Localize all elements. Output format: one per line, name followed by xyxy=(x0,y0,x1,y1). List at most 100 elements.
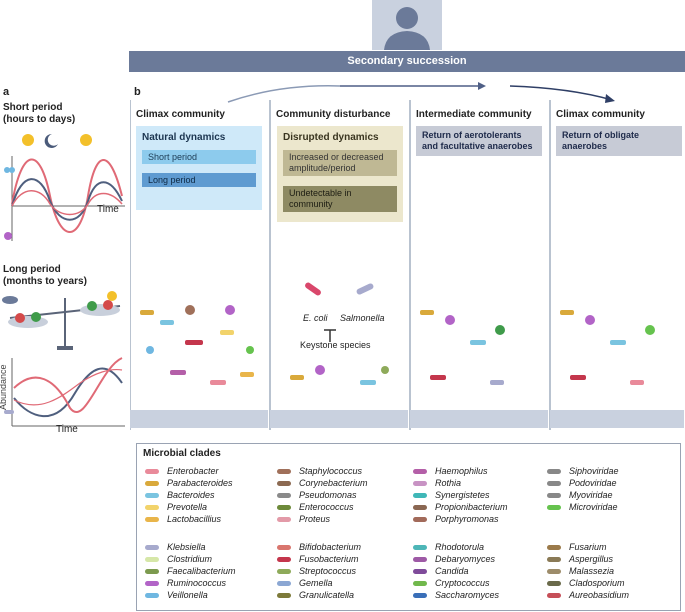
legend-swatch xyxy=(413,493,427,498)
legend-item: Cladosporium xyxy=(569,578,625,588)
legend-item: Streptococcus xyxy=(299,566,357,576)
legend-item: Clostridium xyxy=(167,554,213,564)
legend-swatch xyxy=(145,569,159,574)
succession-arrows xyxy=(227,82,615,103)
legend-item: Ruminococcus xyxy=(167,578,227,588)
undetectable-pill: Undetectable in community xyxy=(283,186,397,212)
legend-swatch xyxy=(145,517,159,522)
climax-return-box: Return of obligate anaerobes xyxy=(556,126,682,156)
short-period-subtitle: (hours to days) xyxy=(3,114,76,125)
legend-swatch xyxy=(277,581,291,586)
legend-swatch xyxy=(547,505,561,510)
legend-swatch xyxy=(547,557,561,562)
legend-swatch xyxy=(277,481,291,486)
legend-swatch xyxy=(145,469,159,474)
legend-swatch xyxy=(145,505,159,510)
legend-item: Propionibacterium xyxy=(435,502,508,512)
legend-item: Fusarium xyxy=(569,542,607,552)
legend-swatch xyxy=(547,593,561,598)
legend-item: Microviridae xyxy=(569,502,618,512)
legend-item: Faecalibacterium xyxy=(167,566,236,576)
legend-item: Haemophilus xyxy=(435,466,488,476)
disrupted-dynamics-title: Disrupted dynamics xyxy=(283,132,379,143)
legend-item: Malassezia xyxy=(569,566,615,576)
legend-swatch xyxy=(413,545,427,550)
legend-item: Rothia xyxy=(435,478,462,488)
short-period-plot xyxy=(4,133,125,241)
legend-item: Corynebacterium xyxy=(299,478,368,488)
legend-box: Microbial clades Enterobacter Parabactero… xyxy=(136,443,681,611)
person-icon xyxy=(372,0,442,50)
natural-dynamics-box: Natural dynamics Short period Long perio… xyxy=(136,126,262,210)
legend-item: Fusobacterium xyxy=(299,554,359,564)
legend-swatch xyxy=(547,493,561,498)
column-title-climax-1: Climax community xyxy=(136,109,225,120)
legend-item: Klebsiella xyxy=(167,542,206,552)
ecoli-label: E. coli xyxy=(303,313,328,323)
community-disturbance xyxy=(290,365,389,385)
legend-swatch xyxy=(145,557,159,562)
legend-item: Cryptococcus xyxy=(435,578,490,588)
legend-item: Gemella xyxy=(299,578,333,588)
legend-swatch xyxy=(277,557,291,562)
community-climax-1 xyxy=(140,305,254,385)
legend-swatch xyxy=(547,569,561,574)
community-intermediate xyxy=(420,310,505,385)
legend-swatch xyxy=(413,581,427,586)
secondary-succession-bar: Secondary succession xyxy=(129,51,685,72)
microbe-communities xyxy=(130,305,684,428)
legend-item: Prevotella xyxy=(167,502,208,512)
legend-swatch xyxy=(413,481,427,486)
legend-swatch xyxy=(145,545,159,550)
sun-icon xyxy=(107,291,117,301)
legend-items: Enterobacter Parabacteroides Bacteroides Pr… xyxy=(137,444,680,610)
legend-item: Bifidobacterium xyxy=(299,542,362,552)
panel-a-label: a xyxy=(3,86,10,98)
legend-swatch xyxy=(547,481,561,486)
legend-swatch xyxy=(277,545,291,550)
keystone-label: Keystone species xyxy=(300,340,371,350)
legend-swatch xyxy=(277,493,291,498)
sun-icon xyxy=(80,134,92,146)
legend-item: Aureobasidium xyxy=(569,590,630,600)
intermediate-box: Return of aerotolerants and facultative … xyxy=(416,126,542,156)
legend-item: Myoviridae xyxy=(569,490,613,500)
long-period-pill: Long period xyxy=(142,173,256,187)
legend-title: Microbial clades xyxy=(143,448,221,459)
column-intermediate xyxy=(410,100,550,430)
long-period-title: Long period xyxy=(3,264,61,275)
column-title-climax-2: Climax community xyxy=(556,109,645,120)
legend-swatch xyxy=(277,469,291,474)
legend-item: Parabacteroides xyxy=(167,478,233,488)
legend-swatch xyxy=(547,581,561,586)
legend-item: Granulicatella xyxy=(299,590,355,600)
column-climax-1 xyxy=(130,100,270,430)
legend-swatch xyxy=(413,593,427,598)
legend-swatch xyxy=(277,517,291,522)
legend-item: Siphoviridae xyxy=(569,466,619,476)
legend-item: Candida xyxy=(435,566,469,576)
community-climax-2 xyxy=(560,310,655,385)
amplitude-pill: Increased or decreased amplitude/period xyxy=(283,150,397,176)
legend-swatch xyxy=(413,569,427,574)
legend-item: Aspergillus xyxy=(569,554,614,564)
short-x-label: Time xyxy=(97,204,119,215)
legend-swatch xyxy=(277,593,291,598)
legend-swatch xyxy=(413,517,427,522)
legend-swatch xyxy=(277,569,291,574)
legend-item: Enterobacter xyxy=(167,466,219,476)
legend-swatch xyxy=(145,493,159,498)
legend-item: Debaryomyces xyxy=(435,554,496,564)
legend-swatch xyxy=(145,481,159,486)
legend-item: Porphyromonas xyxy=(435,514,499,524)
legend-item: Saccharomyces xyxy=(435,590,500,600)
disrupted-dynamics-box: Disrupted dynamics Increased or decrease… xyxy=(277,126,403,222)
pathogens-illustration xyxy=(305,282,374,342)
column-title-disturbance: Community disturbance xyxy=(276,109,391,120)
moon-icon xyxy=(44,133,58,148)
long-x-label: Time xyxy=(56,424,78,435)
legend-swatch xyxy=(413,505,427,510)
column-climax-2 xyxy=(550,100,685,430)
legend-item: Pseudomonas xyxy=(299,490,357,500)
long-y-label: Abundance xyxy=(0,364,8,410)
